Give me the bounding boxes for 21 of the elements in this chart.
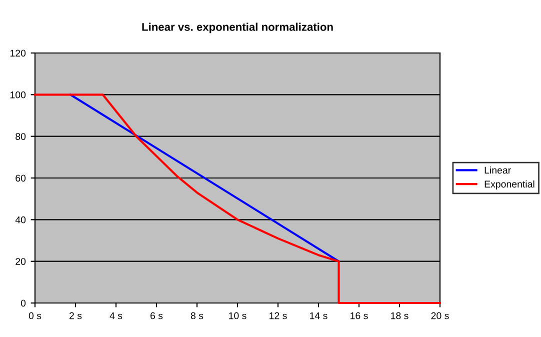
- chart-title: Linear vs. exponential normalization: [142, 22, 333, 34]
- x-tick-label: 4 s: [110, 312, 122, 320]
- x-tick-label: 10 s: [229, 312, 246, 320]
- legend-label: Exponential: [484, 180, 534, 190]
- legend-label: Linear: [484, 166, 511, 174]
- x-tick-label: 20 s: [431, 312, 449, 320]
- x-tick-label: 14 s: [310, 312, 328, 320]
- y-tick-label: 80: [16, 133, 26, 140]
- x-tick-label: 18 s: [391, 312, 408, 320]
- y-tick-label: 120: [10, 50, 26, 57]
- y-tick-label: 40: [15, 216, 26, 224]
- x-tick-label: 6 s: [150, 312, 163, 320]
- x-tick-label: 2 s: [70, 312, 82, 320]
- x-tick-label: 12 s: [270, 312, 287, 320]
- x-tick-label: 8 s: [190, 312, 204, 320]
- x-tick-label: 16 s: [350, 312, 368, 320]
- y-tick-label: 20: [16, 258, 26, 265]
- y-tick-label: 100: [10, 91, 26, 98]
- y-tick-label: 60: [16, 174, 26, 182]
- y-tick-label: 0: [20, 300, 26, 307]
- x-tick-label: 0 s: [28, 312, 42, 320]
